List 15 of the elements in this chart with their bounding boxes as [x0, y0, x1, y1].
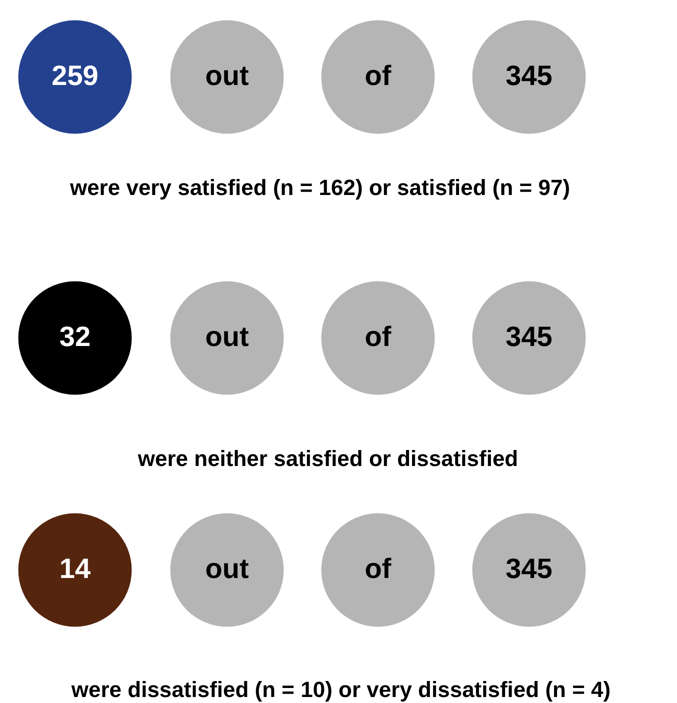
- text: of: [364, 553, 392, 584]
- text: were neither satisfied or dissatisfied: [136, 446, 518, 471]
- text: of: [364, 60, 392, 91]
- text: 345: [506, 553, 552, 584]
- text: 345: [506, 60, 552, 91]
- text: out: [205, 321, 249, 352]
- text: 345: [506, 321, 552, 352]
- text: were very satisfied (n = 162) or satisfied (n = 97): [68, 175, 570, 200]
- text: were dissatisfied (n = 10) or very dissatisfied (n = 4): [70, 677, 611, 702]
- text: of: [364, 321, 392, 352]
- data-label: 32: [59, 321, 91, 352]
- text: out: [205, 60, 249, 91]
- text: out: [205, 553, 249, 584]
- data-label: 259: [52, 60, 98, 91]
- data-label: 14: [59, 553, 91, 584]
